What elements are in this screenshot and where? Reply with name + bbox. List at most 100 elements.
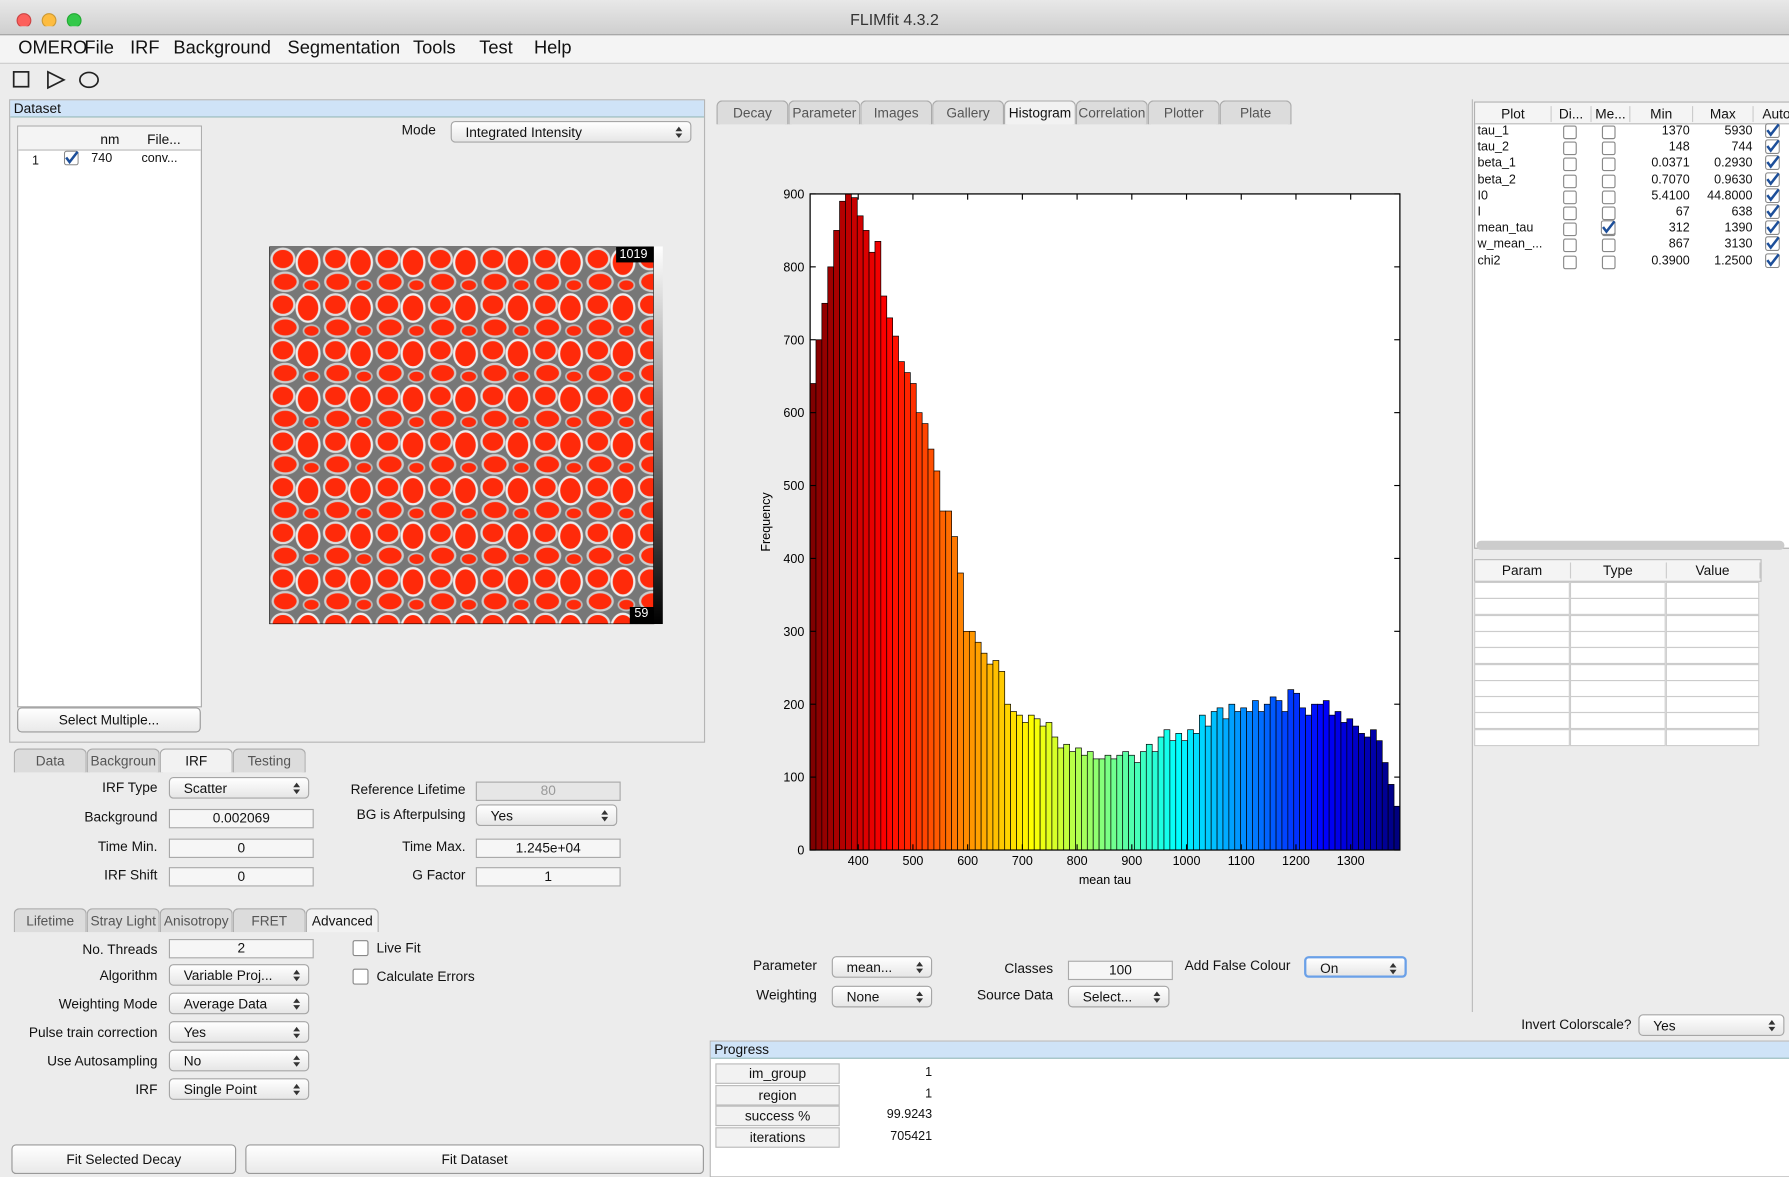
toggle[interactable] [1601, 157, 1616, 172]
menu-item[interactable]: Segmentation [287, 38, 401, 59]
tab[interactable]: Backgroun [86, 748, 160, 773]
tab[interactable]: Anisotropy [159, 908, 233, 933]
toggle[interactable] [1563, 190, 1577, 204]
dropdown[interactable]: mean... [831, 956, 933, 978]
checkbox-checked[interactable] [1765, 236, 1780, 252]
dropdown[interactable]: Select... [1067, 985, 1170, 1008]
checkbox-checked[interactable] [1765, 220, 1780, 236]
checkbox-checked[interactable] [1765, 188, 1780, 203]
toggle[interactable] [1563, 255, 1577, 269]
text-field[interactable]: 0 [168, 838, 314, 858]
tab[interactable]: Images [860, 100, 933, 125]
invert-dropdown[interactable]: Yes [1638, 1014, 1785, 1036]
tab[interactable]: IRF [159, 748, 233, 773]
value-cell[interactable] [1665, 663, 1760, 681]
text-field[interactable]: 1 [475, 867, 621, 887]
dropdown[interactable]: Variable Proj... [168, 964, 310, 986]
param-cell[interactable] [1474, 647, 1570, 665]
tab[interactable]: Stray Light [86, 908, 160, 933]
param-cell[interactable] [1474, 614, 1570, 632]
toggle[interactable] [1563, 157, 1577, 172]
dropdown[interactable]: None [831, 985, 933, 1008]
checkbox-checked[interactable] [1765, 204, 1780, 220]
param-cell[interactable] [1474, 598, 1570, 616]
dropdown[interactable]: Average Data [168, 992, 310, 1015]
dropdown[interactable]: Single Point [168, 1078, 310, 1100]
tab[interactable]: Histogram [1004, 100, 1076, 125]
checkbox-checked[interactable] [1765, 171, 1780, 187]
text-field[interactable]: 2 [168, 938, 314, 959]
checkbox-checked[interactable] [1765, 123, 1780, 139]
poly-tool[interactable] [47, 70, 66, 90]
toggle[interactable] [1563, 141, 1577, 156]
param-cell[interactable] [1474, 728, 1570, 746]
button[interactable]: Fit Selected Decay [11, 1144, 237, 1175]
checkbox-checked[interactable] [1765, 155, 1780, 171]
menu-item[interactable]: Tools [413, 38, 456, 59]
tab[interactable]: FRET [232, 908, 306, 933]
value-cell[interactable] [1665, 614, 1760, 632]
type-cell[interactable] [1569, 696, 1666, 714]
tab[interactable]: Data [13, 748, 87, 773]
text-field[interactable]: 80 [475, 781, 621, 801]
value-cell[interactable] [1665, 598, 1760, 616]
dropdown[interactable]: Yes [475, 804, 618, 827]
toggle[interactable] [1601, 125, 1616, 140]
window-controls[interactable] [11, 8, 91, 27]
type-cell[interactable] [1569, 663, 1666, 681]
tab[interactable]: Lifetime [13, 908, 87, 933]
type-cell[interactable] [1569, 614, 1666, 632]
toggle[interactable] [1601, 238, 1616, 253]
param-cell[interactable] [1474, 696, 1570, 714]
tab[interactable]: Plotter [1147, 100, 1220, 125]
tab[interactable]: Advanced [305, 908, 379, 933]
type-cell[interactable] [1569, 728, 1666, 746]
dropdown[interactable]: Yes [168, 1021, 310, 1043]
select-multiple-button[interactable]: Select Multiple... [17, 707, 201, 733]
tab[interactable]: Testing [232, 748, 306, 773]
value-cell[interactable] [1665, 712, 1760, 730]
value-cell[interactable] [1665, 630, 1760, 648]
value-cell[interactable] [1665, 696, 1760, 714]
param-cell[interactable] [1474, 663, 1570, 681]
value-cell[interactable] [1665, 581, 1760, 599]
checkbox-checked[interactable] [1600, 220, 1616, 236]
type-cell[interactable] [1569, 647, 1666, 665]
toggle[interactable] [1601, 141, 1616, 156]
tab[interactable]: Parameter [788, 100, 861, 125]
dropdown[interactable]: Scatter [168, 776, 310, 799]
button[interactable]: Fit Dataset [245, 1144, 704, 1175]
menu-item[interactable]: OMERO [18, 38, 88, 59]
value-cell[interactable] [1665, 728, 1760, 746]
checkbox-checked[interactable] [1765, 252, 1780, 268]
type-cell[interactable] [1569, 630, 1666, 648]
param-cell[interactable] [1474, 679, 1570, 697]
toggle[interactable] [1601, 255, 1616, 269]
menu-item[interactable]: Help [533, 38, 572, 59]
menu-item[interactable]: IRF [130, 38, 160, 59]
dropdown[interactable]: On [1304, 956, 1407, 978]
toggle[interactable] [1563, 222, 1577, 237]
ellipse-tool[interactable] [79, 71, 99, 89]
tab[interactable]: Decay [716, 100, 789, 125]
menu-item[interactable]: Test [479, 38, 513, 59]
menu-item[interactable]: Background [173, 38, 271, 59]
toggle[interactable] [1563, 174, 1577, 188]
value-cell[interactable] [1665, 679, 1760, 697]
text-field[interactable]: 0 [168, 867, 314, 887]
rect-tool[interactable] [12, 71, 30, 88]
menu-item[interactable]: File [84, 38, 114, 59]
checkbox-checked[interactable] [1765, 139, 1780, 155]
checkbox[interactable] [352, 968, 369, 985]
value-cell[interactable] [1665, 647, 1760, 665]
toggle[interactable] [1601, 206, 1616, 221]
toggle[interactable] [1563, 238, 1577, 253]
type-cell[interactable] [1569, 581, 1666, 599]
checkbox[interactable] [352, 940, 369, 957]
toggle[interactable] [1601, 174, 1616, 188]
tab[interactable]: Correlation [1075, 100, 1148, 125]
tab[interactable]: Gallery [932, 100, 1005, 125]
text-field[interactable]: 1.245e+04 [475, 838, 621, 858]
param-cell[interactable] [1474, 581, 1570, 599]
dropdown[interactable]: No [168, 1049, 310, 1072]
